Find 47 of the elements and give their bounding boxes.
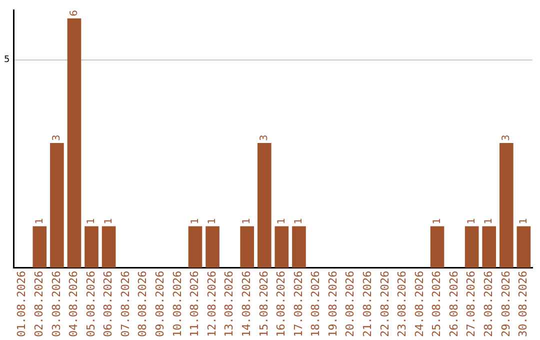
x-tick-label: 11.08.2026 — [188, 270, 202, 338]
x-tick-label: 10.08.2026 — [170, 270, 184, 338]
x-tick-label: 27.08.2026 — [464, 270, 478, 338]
data-label: 1 — [294, 218, 305, 224]
data-label: 1 — [86, 218, 98, 224]
x-tick-label: 29.08.2026 — [499, 270, 512, 338]
data-label: 3 — [52, 134, 63, 142]
data-label: 1 — [34, 218, 46, 224]
x-tick-label: 08.08.2026 — [136, 270, 150, 338]
x-tick-label: 01.08.2026 — [15, 270, 28, 338]
x-tick-label: 23.08.2026 — [396, 270, 409, 338]
data-label: 1 — [276, 218, 288, 224]
data-label: 1 — [242, 218, 253, 224]
data-label: 3 — [258, 134, 270, 142]
x-tick-label: 30.08.2026 — [516, 270, 530, 338]
x-tick-label: 07.08.2026 — [118, 270, 132, 338]
x-tick-label: 06.08.2026 — [102, 270, 115, 338]
x-tick-label: 22.08.2026 — [378, 270, 392, 338]
x-tick-label: 24.08.2026 — [412, 270, 426, 338]
data-label: 1 — [484, 218, 495, 224]
y-tick-label: 5 — [4, 55, 10, 66]
x-tick-label: 17.08.2026 — [292, 270, 305, 338]
x-tick-label: 03.08.2026 — [50, 270, 63, 338]
x-tick-label: 19.08.2026 — [326, 270, 340, 338]
x-tick-label: 21.08.2026 — [360, 270, 374, 338]
data-label: 6 — [68, 10, 80, 16]
x-tick-label: 25.08.2026 — [430, 270, 444, 338]
x-tick-label: 13.08.2026 — [222, 270, 236, 338]
x-tick-label: 28.08.2026 — [482, 270, 495, 338]
x-tick-label: 12.08.2026 — [205, 270, 218, 338]
data-label: 1 — [207, 218, 218, 224]
x-tick-label: 05.08.2026 — [84, 270, 98, 338]
x-tick-label: 15.08.2026 — [257, 270, 270, 338]
x-tick-label: 14.08.2026 — [240, 270, 253, 338]
x-tick-label: 26.08.2026 — [447, 270, 460, 338]
data-label: 1 — [518, 218, 530, 224]
x-tick-label: 02.08.2026 — [32, 270, 46, 338]
x-tick-label: 16.08.2026 — [274, 270, 288, 338]
data-label: 1 — [190, 218, 201, 224]
x-tick-label: 18.08.2026 — [309, 270, 322, 338]
data-label: 1 — [466, 218, 478, 224]
data-label: 1 — [432, 218, 443, 224]
data-label: 3 — [501, 134, 512, 142]
x-tick-label: 04.08.2026 — [67, 270, 80, 338]
x-tick-label: 09.08.2026 — [154, 270, 167, 338]
x-tick-label: 20.08.2026 — [344, 270, 357, 338]
data-label: 1 — [103, 218, 114, 224]
